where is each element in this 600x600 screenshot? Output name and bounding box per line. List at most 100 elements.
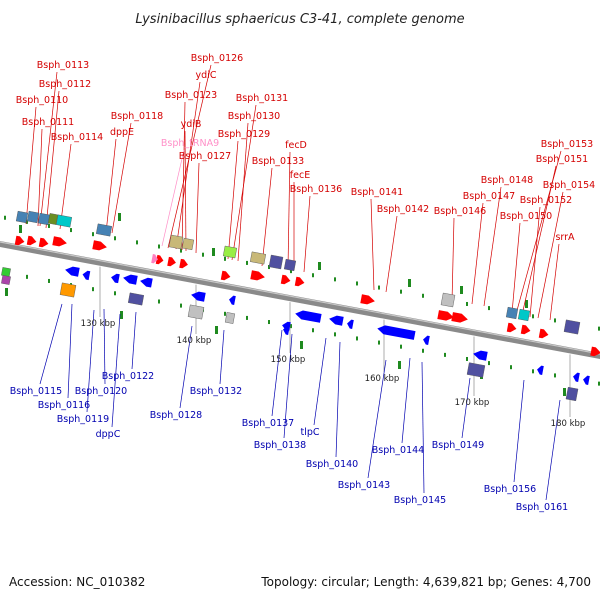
leader-line: [39, 71, 58, 227]
leader-line: [59, 143, 72, 230]
leader-line: [25, 106, 37, 225]
gene-label-forward: Bsph_0141: [351, 187, 403, 198]
track-tick: [118, 213, 121, 221]
track-dot: [598, 381, 600, 386]
reverse-cds-arrow: [140, 277, 153, 288]
leader-line: [545, 399, 561, 501]
gene-label-forward: Bsph_0111: [22, 117, 74, 128]
forward-cds-arrow: [155, 254, 164, 265]
forward-cds-arrow: [294, 276, 305, 287]
track-dot: [114, 291, 116, 296]
forward-cds-arrow: [538, 328, 549, 339]
leader-line: [549, 243, 560, 321]
track-dot: [92, 232, 94, 237]
track-dot: [400, 289, 402, 294]
tick-label: 170 kbp: [455, 398, 490, 408]
track-dot: [202, 252, 204, 257]
leader-line: [271, 329, 283, 417]
leader-line: [111, 313, 121, 428]
leader-line: [45, 90, 60, 229]
reverse-cds-arrow: [295, 310, 322, 323]
leader-line: [67, 303, 73, 399]
track-tick: [120, 311, 123, 319]
forward-cds-arrow: [26, 235, 37, 246]
summary-text: Topology: circular; Length: 4,639,821 bp…: [260, 575, 591, 589]
forward-cds-arrow: [280, 274, 291, 285]
gene-label-forward: Bsph_0130: [228, 111, 280, 122]
cog-feature-block: [283, 258, 297, 272]
track-dot: [92, 287, 94, 292]
track-dot: [158, 299, 160, 304]
cog-feature-block: [55, 214, 73, 228]
leader-line: [86, 309, 95, 413]
track-dot: [224, 311, 226, 316]
feature-track: [1, 210, 600, 402]
track-dot: [224, 256, 226, 261]
reverse-cds-arrow: [329, 315, 344, 326]
gene-label-forward: Bsph_0129: [218, 129, 270, 140]
gene-label-forward: Bsph_0118: [111, 111, 163, 122]
track-dot: [290, 269, 292, 274]
tick-label: 130 kbp: [81, 319, 116, 329]
leader-line: [335, 341, 341, 458]
tick-label: 150 kbp: [271, 355, 306, 365]
forward-cds-arrow: [506, 322, 517, 333]
track-dot: [334, 332, 336, 337]
backbone: [0, 240, 600, 360]
tick-label: 160 kbp: [365, 374, 400, 384]
gene-label-forward: srrA: [555, 232, 575, 243]
leader-line: [103, 308, 106, 385]
track-dot: [70, 228, 72, 233]
dot-track: [4, 213, 600, 396]
track-dot: [246, 260, 248, 265]
leader-line: [483, 186, 502, 307]
track-tick: [408, 279, 411, 287]
forward-cds-arrow: [437, 310, 454, 321]
track-dot: [356, 281, 358, 286]
track-dot: [554, 318, 556, 323]
leader-line: [513, 379, 525, 483]
leader-line: [287, 151, 291, 269]
leader-line: [385, 215, 398, 293]
forward-cds-arrow: [14, 235, 25, 246]
track-tick: [525, 300, 528, 308]
track-dot: [378, 340, 380, 345]
leader-line: [237, 122, 249, 262]
cog-feature-block: [15, 210, 29, 224]
gene-label-reverse: Bsph_0128: [150, 410, 202, 421]
cog-feature-block: [168, 234, 184, 250]
track-dot: [532, 314, 534, 319]
gene-label-reverse: Bsph_0140: [306, 459, 358, 470]
tick-label: 140 kbp: [177, 336, 212, 346]
leader-line: [421, 361, 425, 494]
reverse-cds-arrow: [123, 274, 138, 285]
track-tick: [318, 262, 321, 270]
gene-label-reverse: Bsph_0122: [102, 371, 154, 382]
leader-line: [313, 337, 327, 426]
track-dot: [114, 236, 116, 241]
leader-line: [181, 101, 186, 251]
reverse-cds-arrow: [423, 335, 430, 345]
gene-label-forward: Bsph_0147: [463, 191, 515, 202]
track-dot: [48, 223, 50, 228]
track-dot: [312, 273, 314, 278]
forward-cds-arrow: [520, 324, 531, 335]
gene-label-reverse: Bsph_0161: [516, 502, 568, 513]
track-dot: [312, 328, 314, 333]
reverse-cds-arrow: [229, 295, 236, 305]
track-dot: [532, 369, 534, 374]
reverse-cds-arrow: [537, 365, 544, 375]
track-dot: [268, 265, 270, 270]
reverse-cds-arrow: [283, 325, 290, 335]
leader-line: [521, 165, 557, 316]
leader-line: [451, 217, 455, 303]
track-dot: [466, 356, 468, 361]
track-dot: [180, 303, 182, 308]
reverse-cds-arrow: [65, 266, 80, 277]
label-leader-lines: [25, 64, 571, 501]
cog-feature-block: [187, 304, 205, 320]
gene-label-reverse: Bsph_0119: [57, 414, 109, 425]
forward-cds-arrow: [52, 236, 67, 247]
gene-label-reverse: tlpC: [300, 427, 319, 438]
